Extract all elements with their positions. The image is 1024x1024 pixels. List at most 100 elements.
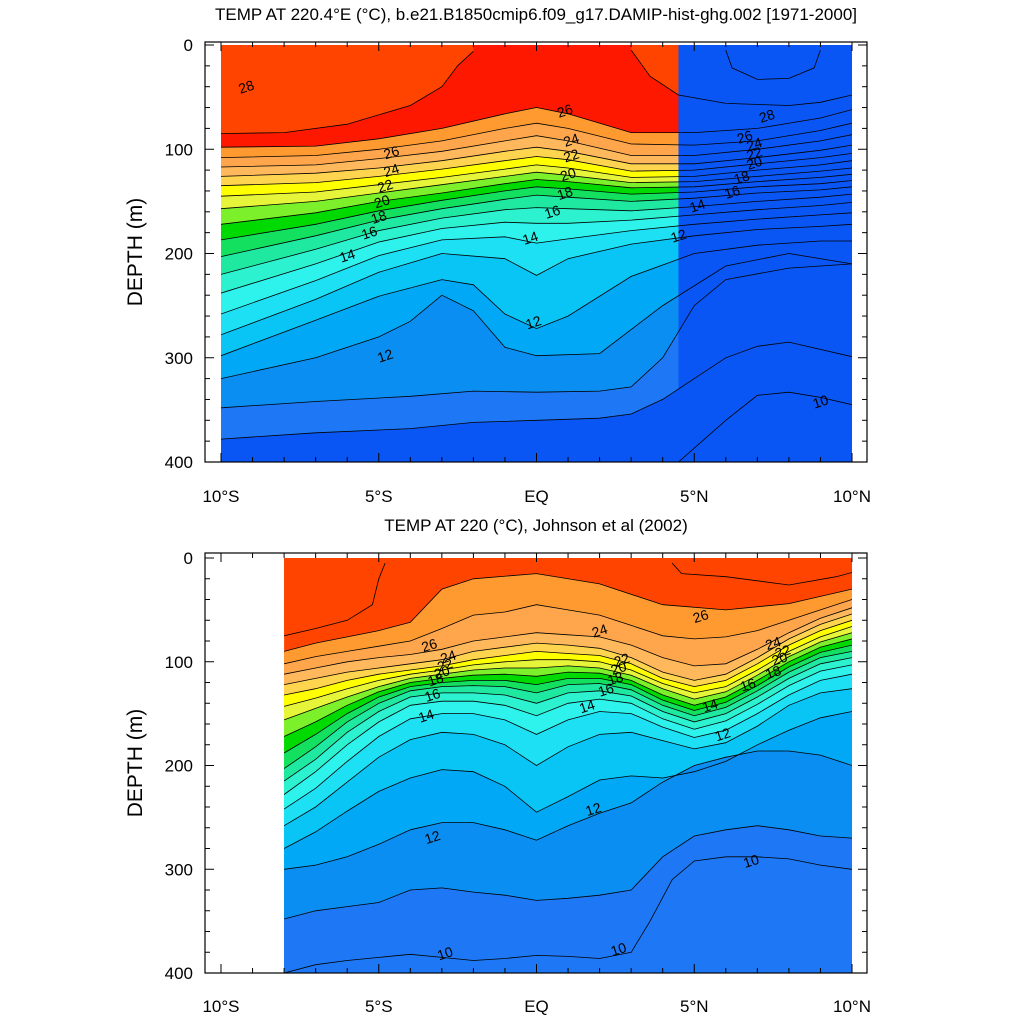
isotherm-line <box>221 263 852 409</box>
x-tick-label: 5°N <box>680 487 709 506</box>
contour-label: 12 <box>713 724 733 744</box>
contour-label: 16 <box>542 202 562 222</box>
contour-label: 18 <box>426 669 446 689</box>
isotherm-line <box>283 688 852 827</box>
isotherm-line <box>221 107 852 148</box>
contour-lines <box>283 562 852 973</box>
isotherm-line <box>221 51 474 134</box>
isotherm-line <box>725 50 821 80</box>
isotherm-line <box>283 657 852 782</box>
isotherm-line <box>671 562 852 586</box>
isotherm-line <box>221 122 852 158</box>
contour-label: 20 <box>770 649 790 669</box>
contour-label: 18 <box>763 662 783 682</box>
contour-label: 24 <box>590 621 610 641</box>
x-tick-label: 10°S <box>202 997 239 1016</box>
x-tick-label: EQ <box>524 997 549 1016</box>
chart-title: TEMP AT 220 (°C), Johnson et al (2002) <box>384 516 688 535</box>
isotherm-line <box>283 632 852 721</box>
isotherm-line <box>283 711 852 849</box>
axis-ticks: 10°S 5°S EQ 5°N 10°N 0 100 200 300 400 <box>165 549 871 1016</box>
contour-label: 20 <box>609 658 629 678</box>
x-tick-label: 10°N <box>833 487 871 506</box>
x-tick-label: 10°N <box>833 997 871 1016</box>
contour-label: 24 <box>744 134 764 154</box>
isotherm-line <box>283 573 852 652</box>
contour-label: 22 <box>612 650 632 670</box>
isotherm-line <box>283 664 852 795</box>
y-tick-label: 200 <box>165 757 193 776</box>
contour-label: 14 <box>337 246 357 266</box>
contour-label: 16 <box>722 182 742 202</box>
contour-label: 22 <box>744 143 764 163</box>
contour-label: 24 <box>763 633 783 653</box>
y-tick-label: 0 <box>184 549 193 568</box>
contour-band <box>284 558 386 636</box>
y-axis-label: DEPTH (m) <box>124 198 147 307</box>
isotherm-line <box>283 673 852 810</box>
isotherm-line <box>221 153 852 187</box>
contour-label: 26 <box>735 127 755 147</box>
contour-label: 28 <box>236 77 256 97</box>
contour-label: 14 <box>577 696 597 716</box>
isotherm-line <box>221 173 852 225</box>
contour-label: 26 <box>555 101 575 121</box>
contour-label: 18 <box>732 167 752 187</box>
contour-label: 22 <box>375 176 395 196</box>
contour-label: 12 <box>669 226 689 246</box>
contour-label: 12 <box>523 312 543 332</box>
x-tick-label: 5°N <box>680 997 709 1016</box>
y-tick-label: 300 <box>165 349 193 368</box>
contour-band <box>678 45 852 462</box>
y-tick-label: 200 <box>165 245 193 264</box>
isotherm-line <box>678 391 852 462</box>
isotherm-line <box>284 563 386 637</box>
contour-label: 10 <box>811 391 831 411</box>
contour-band <box>221 45 474 134</box>
contour-label: 24 <box>561 130 581 150</box>
isotherm-line <box>284 613 852 685</box>
isotherm-line <box>283 651 852 769</box>
isotherm-line <box>221 202 852 294</box>
isotherm-line <box>221 167 852 210</box>
isotherm-line <box>283 638 852 737</box>
contour-label: 14 <box>416 706 436 726</box>
x-tick-label: 5°S <box>365 487 393 506</box>
isotherm-line <box>221 180 852 241</box>
isotherm-line <box>221 160 852 197</box>
isotherm-line <box>221 212 852 315</box>
isotherm-line <box>283 856 852 973</box>
isotherm-line <box>221 253 852 379</box>
contour-label: 20 <box>558 164 578 184</box>
isotherm-line <box>221 193 852 275</box>
contour-labels: 2624222018161412102422201816141210262422… <box>416 606 792 963</box>
x-tick-label: 5°S <box>365 997 393 1016</box>
isotherm-line <box>221 341 852 440</box>
contour-label: 22 <box>773 641 793 661</box>
isotherm-line <box>221 144 852 177</box>
contour-label: 22 <box>561 145 581 165</box>
y-axis-label: DEPTH (m) <box>124 709 147 818</box>
contour-label: 26 <box>381 142 401 162</box>
contour-fill <box>284 558 852 973</box>
isotherm-line <box>630 49 852 106</box>
contour-label: 22 <box>435 655 455 675</box>
isotherm-line <box>284 599 852 665</box>
y-tick-label: 100 <box>165 140 193 159</box>
contour-label: 12 <box>375 346 395 366</box>
contour-label: 16 <box>596 680 616 700</box>
y-tick-label: 400 <box>165 453 193 472</box>
contour-label: 24 <box>438 646 458 666</box>
contour-fill <box>221 45 852 462</box>
isotherm-line <box>221 240 852 357</box>
y-tick-label: 100 <box>165 653 193 672</box>
contour-label: 16 <box>423 685 443 705</box>
contour-label: 10 <box>609 939 629 959</box>
contour-band <box>678 392 852 462</box>
contour-label: 24 <box>381 160 401 180</box>
contour-label: 20 <box>744 153 764 173</box>
isotherm-line <box>283 626 852 707</box>
contour-label: 14 <box>700 695 720 715</box>
